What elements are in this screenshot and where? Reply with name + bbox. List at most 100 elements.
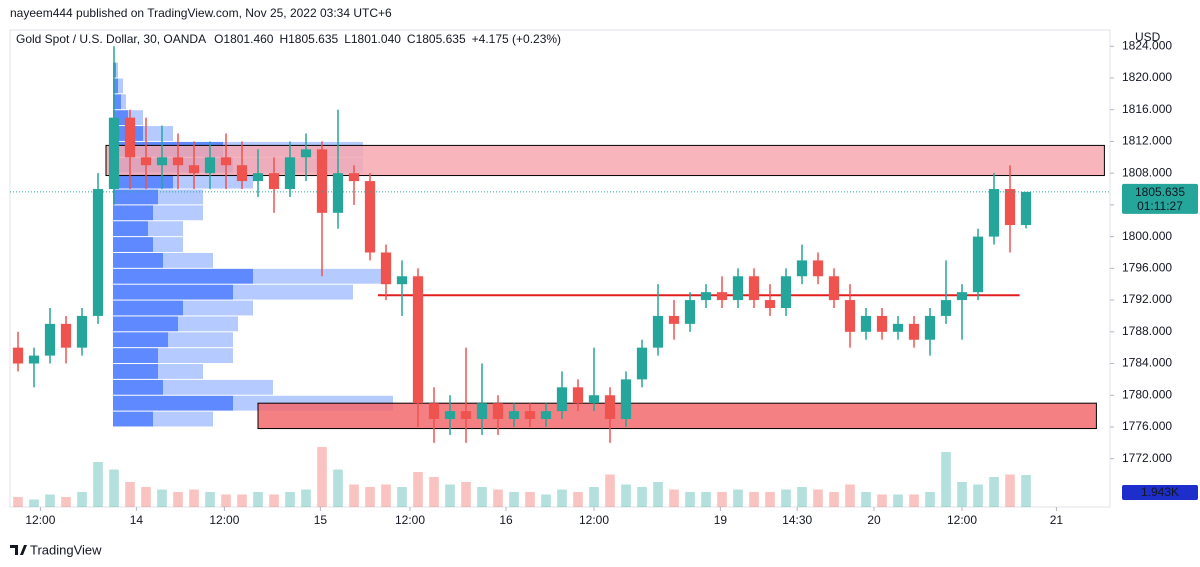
profile-sell <box>168 332 233 348</box>
candle-body <box>396 276 408 285</box>
volume-bar <box>61 497 71 507</box>
candle-body <box>124 117 136 158</box>
x-tick-label: 12:00 <box>395 513 425 527</box>
profile-buy <box>113 205 153 221</box>
y-tick-label: 1800.000 <box>1122 229 1172 243</box>
volume-bar <box>541 494 551 507</box>
y-tick-label: 1776.000 <box>1122 419 1172 433</box>
candle-body <box>44 323 56 356</box>
y-tick-label: 1772.000 <box>1122 451 1172 465</box>
ohlc-value: H1805.635 <box>279 32 338 46</box>
profile-buy <box>113 395 233 411</box>
volume-bar <box>669 489 679 507</box>
x-tick-label: 14:30 <box>782 513 812 527</box>
volume-bar <box>493 489 503 507</box>
volume-bar <box>77 492 87 507</box>
volume-bar <box>125 482 135 507</box>
volume-bar <box>989 477 999 507</box>
volume-bar <box>301 489 311 507</box>
volume-bar <box>621 484 631 507</box>
x-tick-label: 21 <box>1050 513 1064 527</box>
profile-buy <box>113 189 158 205</box>
candle-body <box>460 411 472 420</box>
profile-sell <box>118 78 123 94</box>
candle-body <box>988 189 1000 237</box>
profile-sell <box>153 237 183 252</box>
y-tick-label: 1792.000 <box>1122 292 1172 306</box>
candle-body <box>796 260 808 277</box>
volume-bar <box>973 484 983 507</box>
volume-bar <box>381 484 391 507</box>
ohlc-value: O1801.460 <box>214 32 274 46</box>
candle-body <box>156 157 168 166</box>
candle-body <box>812 260 824 277</box>
profile-buy <box>113 411 153 427</box>
volume-bar <box>701 492 711 507</box>
profile-buy <box>113 316 178 332</box>
y-tick-label: 1788.000 <box>1122 324 1172 338</box>
volume-bar <box>925 492 935 507</box>
candle-body <box>332 173 344 213</box>
profile-buy <box>113 379 163 395</box>
volume-label: 1.943K <box>1141 485 1179 499</box>
brand: TradingView <box>30 542 102 557</box>
symbol-title: Gold Spot / U.S. Dollar, 30, OANDA <box>16 32 206 46</box>
candle-body <box>908 323 920 340</box>
profile-buy <box>113 94 121 110</box>
legend: Gold Spot / U.S. Dollar, 30, OANDA <box>16 32 206 46</box>
y-tick-label: 1796.000 <box>1122 261 1172 275</box>
candle-body <box>476 403 488 420</box>
candle-body <box>492 403 504 420</box>
candle-body <box>140 157 152 166</box>
candle-body <box>780 276 792 308</box>
profile-sell <box>158 348 233 364</box>
logo-icon <box>10 545 27 555</box>
profile-sell <box>158 189 203 205</box>
x-tick-label: 14 <box>130 513 144 527</box>
candle-body <box>844 300 856 332</box>
candle-body <box>364 181 376 253</box>
volume-bar <box>29 499 39 507</box>
profile-buy <box>113 252 163 268</box>
volume-bar <box>781 489 791 507</box>
plot <box>12 46 1105 507</box>
profile-sell <box>148 221 183 237</box>
volume-bar <box>877 494 887 507</box>
profile-buy <box>113 78 118 94</box>
candle-body <box>236 165 248 182</box>
candle-body <box>972 236 984 293</box>
volume-bar <box>189 489 199 507</box>
volume-bar <box>269 494 279 507</box>
x-tick-label: 12:00 <box>209 513 239 527</box>
volume-bar <box>829 492 839 507</box>
candle-body <box>220 157 232 166</box>
volume-bar <box>45 494 55 507</box>
volume-bar <box>205 492 215 507</box>
candle-body <box>380 252 392 285</box>
candle-body <box>620 379 632 420</box>
candle-body <box>172 157 184 166</box>
volume-bar <box>717 492 727 507</box>
volume-bar <box>845 484 855 507</box>
volume-bar <box>285 492 295 507</box>
candle-body <box>284 157 296 190</box>
candle-body <box>444 411 456 420</box>
x-tick-label: 12:00 <box>579 513 609 527</box>
volume-bar <box>557 489 567 507</box>
last-price-box <box>1122 183 1198 214</box>
profile-sell <box>163 252 213 268</box>
profile-sell <box>163 379 273 395</box>
volume-bar <box>1021 475 1031 507</box>
candle-body <box>876 315 888 332</box>
profile-sell <box>173 173 253 189</box>
candle-body <box>268 173 280 190</box>
profile-buy <box>113 221 148 237</box>
candle-body <box>252 173 264 182</box>
publish-info: nayeem444 published on TradingView.com, … <box>10 6 392 20</box>
y-tick-label: 1820.000 <box>1122 70 1172 84</box>
candle-body <box>204 157 216 174</box>
volume-bar <box>13 497 23 507</box>
candle-body <box>748 276 760 301</box>
profile-buy <box>113 332 168 348</box>
volume-bar <box>797 487 807 507</box>
